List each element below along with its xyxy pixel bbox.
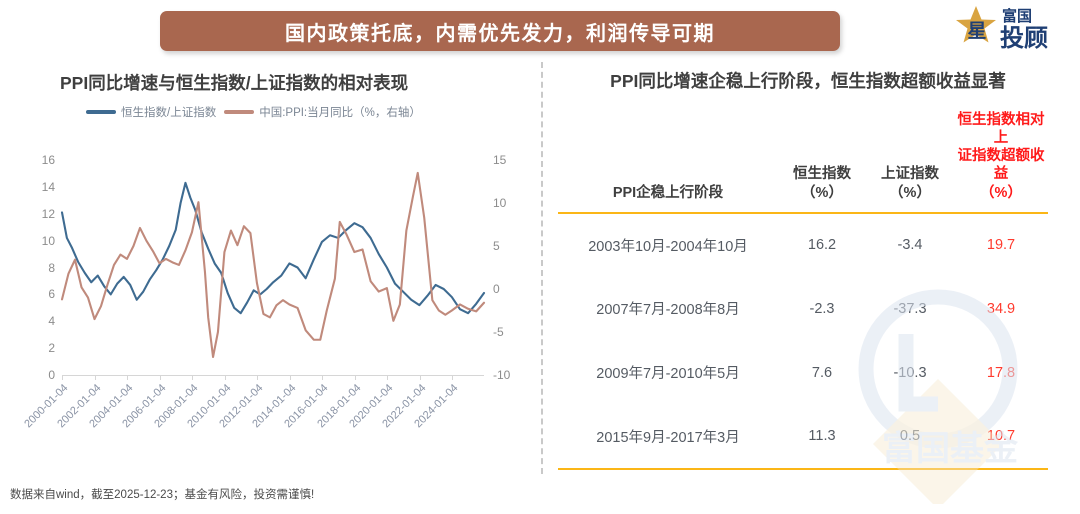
x-axis-tickmark [127, 375, 129, 380]
period-cell: 2003年10月-2004年10月 [588, 238, 748, 255]
column-header-sse-line2: （%） [889, 184, 931, 201]
column-header-excess-line2: 证指数超额收益 [957, 148, 1045, 183]
x-axis-tickmark [224, 375, 226, 380]
y-axis-left-tick: 16 [41, 153, 55, 167]
sse-cell: 0.5 [899, 428, 921, 445]
chart-title: PPI同比增速与恒生指数/上证指数的相对表现 [60, 73, 409, 93]
table-title: PPI同比增速企稳上行阶段，恒生指数超额收益显著 [610, 71, 1006, 91]
column-header-hsi: 恒生指数 （%） [778, 107, 866, 213]
legend-label-hsi-sse: 恒生指数/上证指数 [121, 107, 217, 119]
table-row: 2015年9月-2017年3月 11.3 0.5 10.7 [558, 405, 1048, 469]
excess-cell: 17.8 [986, 364, 1016, 381]
series-line-ppi [60, 171, 486, 358]
x-axis-tickmark [62, 375, 64, 380]
legend-swatch-hsi-sse [86, 110, 116, 114]
hsi-cell: 11.3 [808, 428, 836, 445]
column-header-hsi-line1: 恒生指数 [793, 166, 851, 183]
chart-plot-area: 0 2 4 6 8 10 12 14 16 -10 -5 0 5 10 15 2000-01-04 2002-0… [22, 153, 510, 430]
banner-title: 国内政策托底，内需优先发力，利润传导可期 [285, 22, 715, 45]
logo-brand-bottom: 投顾 [1000, 25, 1048, 52]
x-axis-tick-label: 2000-01-04 [22, 382, 71, 431]
y-axis-right-tick: 0 [493, 282, 500, 296]
y-axis-right-tick: -5 [493, 325, 504, 339]
column-header-excess: 恒生指数相对上 证指数超额收益 （%） [954, 107, 1048, 213]
y-axis-left-tick: 8 [48, 260, 55, 275]
brand-logo: 星 富国 投顾 [950, 4, 1068, 52]
period-cell: 2007年7月-2008年8月 [596, 302, 740, 319]
column-header-period: PPI企稳上行阶段 [558, 107, 778, 213]
x-axis-tickmark [452, 375, 453, 380]
y-axis-left-tick: 6 [48, 287, 55, 302]
hsi-cell: 7.6 [811, 364, 833, 381]
excess-cell: 10.7 [986, 428, 1016, 445]
series-line-hsi-sse [60, 181, 486, 315]
footer-note: 数据来自wind，截至2025-12-23；基金有风险，投资需谨慎! [10, 489, 315, 501]
sse-cell: -10.3 [893, 364, 927, 381]
x-axis-tickmark [192, 375, 194, 380]
y-axis-left-tick: 10 [41, 233, 55, 248]
x-axis-tickmark [387, 375, 389, 380]
x-axis-tickmark [419, 375, 421, 380]
legend-label-ppi: 中国:PPI:当月同比（%，右轴） [259, 107, 421, 119]
column-header-sse-line1: 上证指数 [881, 166, 939, 183]
x-axis-tickmark [354, 375, 356, 380]
sse-cell: -3.4 [897, 237, 923, 254]
table-body: 2003年10月-2004年10月 16.2 -3.4 19.7 2007年7月-200… [558, 213, 1048, 469]
x-axis-tickmark [322, 375, 324, 380]
y-axis-left-tick: 2 [48, 341, 55, 356]
period-cell: 2015年9月-2017年3月 [596, 429, 740, 446]
logo-graphic: 星 富国 投顾 [956, 6, 1048, 52]
right-table-panel: PPI同比增速企稳上行阶段，恒生指数超额收益显著 富国基金 PPI企稳上行阶段 … [558, 62, 1058, 504]
column-header-period-text: PPI企稳上行阶段 [612, 184, 724, 201]
chart-legend: 恒生指数/上证指数 中国:PPI:当月同比（%，右轴） [86, 104, 421, 120]
y-axis-left-tick: 4 [48, 314, 55, 329]
panel-divider [541, 62, 543, 474]
excess-cell: 34.9 [986, 300, 1016, 317]
column-header-sse: 上证指数 （%） [866, 107, 954, 213]
table-row: 2003年10月-2004年10月 16.2 -3.4 19.7 [558, 213, 1048, 277]
x-axis-line [62, 375, 484, 376]
legend-item-hsi-sse: 恒生指数/上证指数 [86, 104, 216, 120]
hsi-cell: -2.3 [809, 300, 835, 317]
logo-brand-top: 富国 [1002, 7, 1032, 25]
x-axis-tickmark [159, 375, 161, 380]
y-axis-left-tick: 12 [41, 206, 55, 221]
x-axis-tickmark [94, 375, 96, 380]
column-header-excess-line3: （%） [980, 184, 1022, 201]
table-head: PPI企稳上行阶段 恒生指数 （%） 上证指数 （%） 恒生指数相对上 证指数超… [558, 107, 1048, 213]
star-icon [956, 6, 996, 43]
column-header-hsi-line2: （%） [801, 184, 843, 201]
y-axis-left-tick: 0 [48, 368, 55, 382]
performance-table: PPI企稳上行阶段 恒生指数 （%） 上证指数 （%） 恒生指数相对上 证指数超… [558, 107, 1048, 470]
column-header-excess-line1: 恒生指数相对上 [957, 112, 1045, 147]
table-header-row: PPI企稳上行阶段 恒生指数 （%） 上证指数 （%） 恒生指数相对上 证指数超… [558, 107, 1048, 213]
left-chart-panel: PPI同比增速与恒生指数/上证指数的相对表现 恒生指数/上证指数 中国:PPI:… [0, 60, 541, 480]
hsi-cell: 16.2 [807, 237, 837, 254]
y-axis-right-tick: 10 [493, 196, 507, 210]
logo-star-char: 星 [967, 20, 986, 42]
y-axis-left-tick: 14 [41, 179, 55, 194]
legend-item-ppi: 中国:PPI:当月同比（%，右轴） [224, 104, 421, 120]
y-axis-right-tick: 5 [493, 239, 500, 253]
legend-swatch-ppi [224, 110, 255, 114]
table-row: 2009年7月-2010年5月 7.6 -10.3 17.8 [558, 341, 1048, 405]
x-axis-tickmark [257, 375, 259, 380]
excess-cell: 19.7 [986, 237, 1016, 254]
sse-cell: -37.3 [893, 300, 927, 317]
table-row: 2007年7月-2008年8月 -2.3 -37.3 34.9 [558, 277, 1048, 341]
header-banner: 国内政策托底，内需优先发力，利润传导可期 [160, 11, 840, 51]
x-axis-tickmark [289, 375, 291, 380]
chart-series-svg [60, 171, 486, 358]
y-axis-right-tick: 15 [493, 153, 507, 167]
period-cell: 2009年7月-2010年5月 [596, 366, 740, 383]
y-axis-right-tick: -10 [493, 368, 511, 382]
